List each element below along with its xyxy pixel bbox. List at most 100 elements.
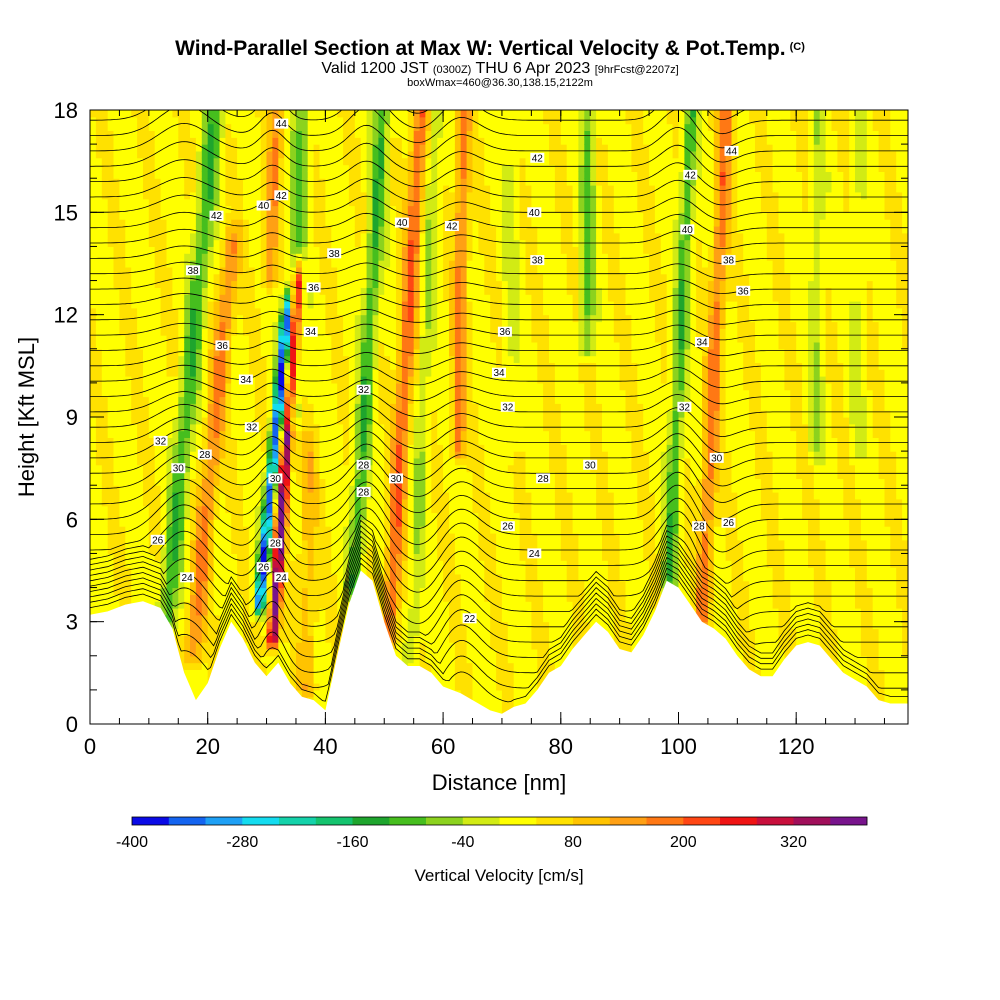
w-cell [143,526,150,534]
w-cell [390,191,397,200]
w-cell [131,492,138,500]
w-cell [372,171,379,179]
w-cell [107,164,115,172]
w-cell [231,191,238,200]
w-cell [284,321,291,329]
w-cell [219,608,226,616]
w-cell [207,178,215,186]
w-cell [360,150,368,159]
w-cell [231,546,238,554]
w-cell [372,369,379,377]
w-cell [148,471,156,479]
w-cell [201,362,209,370]
w-cell [190,219,197,227]
w-cell [407,280,415,288]
w-cell [301,314,309,323]
w-cell [413,608,421,616]
w-cell [131,205,138,213]
w-cell [137,396,144,404]
w-cell [166,376,173,384]
w-cell [219,464,226,473]
w-cell [307,669,315,677]
w-cell [90,130,97,138]
w-cell [154,382,162,391]
w-cell [248,519,256,527]
w-cell [225,553,232,561]
w-cell [125,526,132,534]
w-cell [154,164,162,172]
w-cell [296,342,303,350]
w-cell [125,362,132,370]
w-cell [343,362,350,370]
w-cell [260,171,268,179]
w-cell [290,662,297,670]
w-cell [290,335,297,343]
w-cell [172,157,179,166]
w-cell [160,519,168,527]
w-cell [107,212,115,220]
w-cell [296,219,303,227]
w-cell [372,212,379,220]
w-cell [213,485,221,493]
w-cell [213,232,221,241]
w-cell [301,294,309,302]
w-cell [178,580,185,589]
w-cell [325,492,332,500]
w-cell [190,328,197,336]
w-cell [190,294,197,302]
w-cell [113,478,120,486]
w-cell [184,328,191,336]
w-cell [107,485,115,493]
w-cell [154,526,162,534]
w-cell [325,185,332,193]
w-cell [248,614,256,623]
w-cell [237,266,244,275]
w-cell [113,301,120,309]
w-cell [237,191,244,200]
w-cell [160,396,168,404]
w-cell [90,417,97,425]
w-cell [248,273,256,282]
w-cell [319,567,326,575]
w-cell [101,348,109,357]
w-cell [237,239,244,247]
w-cell [337,178,344,186]
w-cell [254,123,262,131]
w-cell [160,601,168,609]
w-cell [219,362,226,370]
w-cell [248,410,256,418]
w-cell [178,437,185,445]
w-cell [143,539,150,548]
w-cell [213,157,221,166]
w-cell [284,307,291,316]
w-cell [313,369,321,377]
w-cell [137,164,144,172]
w-cell [337,471,344,479]
w-cell [90,266,97,275]
w-cell [166,389,173,398]
w-cell [95,294,103,302]
w-cell [272,621,279,630]
w-cell [101,471,109,479]
w-cell [219,301,226,309]
w-cell [90,498,97,507]
w-cell [178,417,185,425]
w-cell [201,314,209,323]
w-cell [190,307,197,316]
w-cell [184,594,191,602]
w-cell [143,376,150,384]
w-cell [137,498,144,507]
w-cell [296,533,303,541]
w-cell [95,505,103,514]
w-cell [390,307,397,316]
w-cell [407,301,415,309]
w-cell [254,362,262,370]
w-cell [348,301,356,309]
w-cell [107,417,115,425]
w-cell [307,567,315,575]
w-cell [148,266,156,275]
w-cell [184,457,191,466]
w-cell [113,553,120,561]
w-cell [172,621,179,630]
w-cell [331,580,338,589]
